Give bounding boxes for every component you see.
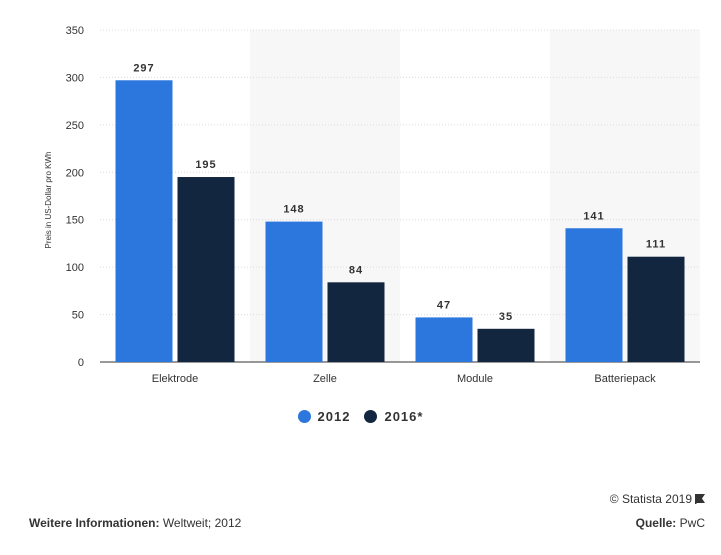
legend-label-2016: 2016* [384, 409, 424, 424]
data-label: 111 [646, 239, 666, 251]
statista-credit[interactable]: © Statista 2019 [610, 492, 705, 506]
legend-item-2016[interactable]: 2016* [364, 409, 423, 424]
data-label: 47 [437, 299, 451, 311]
x-tick-label: Elektrode [152, 373, 198, 385]
data-label: 141 [583, 210, 604, 222]
data-label: 297 [133, 62, 154, 74]
source-value: PwC [679, 516, 705, 530]
legend-marker-2012 [297, 410, 311, 423]
legend: 2012 2016* [0, 409, 721, 424]
x-tick-label: Zelle [313, 373, 337, 385]
data-label: 195 [195, 159, 216, 171]
footer-info: Weitere Informationen: Weltweit; 2012 [29, 516, 241, 530]
source-label: Quelle: [635, 516, 677, 530]
data-label: 148 [283, 204, 304, 216]
bar-zelle-2012 [265, 221, 323, 362]
bar-batteriepack-2012 [565, 228, 623, 362]
bar-module-2012 [415, 317, 473, 362]
x-tick-label: Module [457, 373, 493, 385]
bar-elektrode-2016 [177, 177, 235, 362]
legend-label-2012: 2012 [317, 409, 351, 424]
y-tick-label: 150 [66, 215, 84, 227]
info-value: Weltweit; 2012 [162, 516, 242, 530]
flag-icon[interactable] [695, 494, 705, 504]
y-tick-label: 250 [66, 120, 84, 132]
bar-batteriepack-2016 [627, 256, 685, 362]
y-tick-label: 200 [66, 167, 84, 179]
bar-zelle-2016 [327, 282, 385, 362]
y-tick-label: 300 [66, 72, 84, 84]
legend-item-2012[interactable]: 2012 [297, 409, 351, 424]
bar-elektrode-2012 [115, 80, 173, 362]
y-tick-label: 0 [78, 357, 84, 369]
data-label: 35 [499, 311, 513, 323]
credit-text: © Statista 2019 [609, 492, 692, 506]
bar-chart: 0 50 100 150 200 250 300 350 Preis in US-Dollar … [44, 25, 700, 385]
bar-module-2016 [477, 328, 535, 362]
legend-marker-2016 [364, 410, 378, 423]
y-axis-title: Preis in US-Dollar pro KWh [44, 152, 53, 249]
data-label: 84 [349, 264, 363, 276]
y-tick-label: 100 [66, 262, 84, 274]
info-label: Weitere Informationen: [29, 516, 160, 530]
footer-source: Quelle: PwC [636, 516, 705, 530]
y-tick-label: 350 [66, 25, 84, 37]
y-tick-label: 50 [72, 310, 84, 322]
x-tick-label: Batteriepack [594, 373, 656, 385]
